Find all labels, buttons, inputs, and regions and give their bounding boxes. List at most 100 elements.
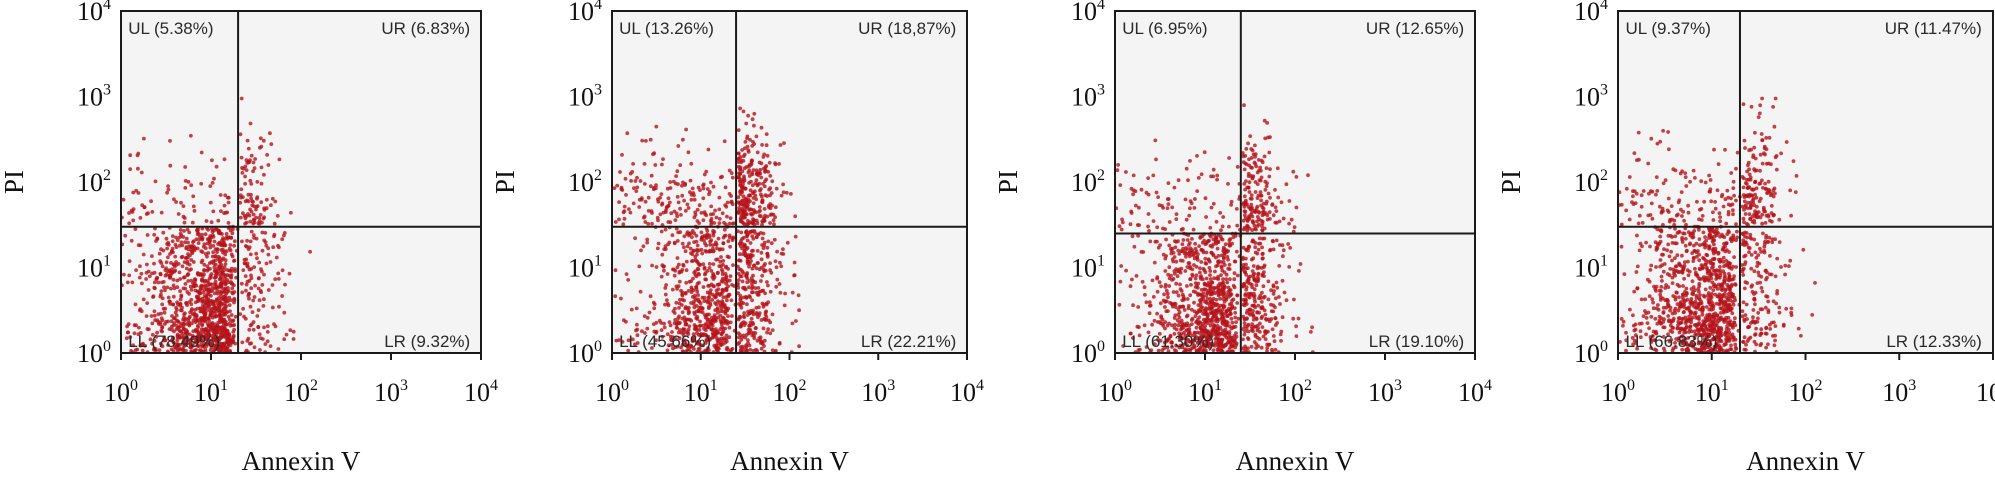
event-point [1676, 308, 1681, 313]
event-point [702, 172, 707, 177]
event-point [152, 232, 157, 237]
event-point [680, 316, 685, 321]
event-point [738, 192, 743, 197]
x-tick-label: 102 [1278, 377, 1312, 407]
event-point [618, 170, 622, 174]
event-point [1209, 205, 1214, 210]
event-point [1174, 281, 1179, 286]
event-point [1256, 303, 1261, 308]
event-point [645, 326, 650, 331]
event-point [210, 158, 214, 163]
event-point [770, 312, 775, 317]
event-point [179, 293, 184, 298]
event-point [260, 248, 265, 253]
event-point [255, 314, 260, 318]
event-point [1229, 316, 1234, 321]
event-point [1268, 195, 1272, 200]
event-point [666, 203, 671, 208]
event-point [1263, 136, 1268, 141]
event-point [756, 173, 761, 178]
event-point [675, 169, 680, 174]
event-point [1268, 167, 1272, 172]
event-point [184, 322, 189, 326]
event-point [1218, 283, 1223, 287]
event-point [1221, 291, 1226, 295]
event-point [208, 238, 213, 243]
event-point [1220, 315, 1225, 319]
event-point [208, 348, 213, 353]
event-point [1186, 178, 1190, 183]
event-point [1241, 160, 1246, 165]
event-point [1195, 255, 1199, 260]
event-point [1174, 290, 1179, 295]
event-point [665, 332, 670, 337]
event-point [627, 207, 631, 212]
event-point [759, 250, 764, 255]
event-point [144, 212, 149, 216]
event-point [676, 316, 681, 321]
event-point [207, 308, 212, 313]
event-point [711, 212, 716, 216]
event-point [262, 215, 267, 220]
event-point [127, 211, 131, 215]
event-point [1172, 326, 1177, 330]
event-point [1216, 291, 1221, 296]
event-point [201, 303, 205, 308]
event-point [208, 245, 213, 250]
event-point [252, 204, 256, 209]
event-point [1262, 118, 1267, 123]
event-point [695, 266, 700, 271]
event-point [1181, 238, 1186, 242]
event-point [256, 308, 261, 312]
event-point [1266, 191, 1271, 196]
event-point [242, 257, 247, 262]
event-point [1226, 249, 1230, 253]
event-point [1214, 219, 1219, 224]
event-point [280, 268, 285, 273]
event-point [1701, 230, 1706, 235]
event-point [1184, 254, 1188, 259]
event-point [160, 296, 165, 301]
event-point [1167, 220, 1172, 224]
event-point [1694, 272, 1698, 277]
event-point [1281, 248, 1286, 253]
event-point [170, 234, 175, 239]
event-point [1254, 317, 1259, 321]
event-point [238, 312, 243, 316]
event-point [168, 299, 172, 304]
event-point [1248, 196, 1253, 201]
event-point [1160, 317, 1165, 322]
event-point [1211, 167, 1216, 172]
event-point [184, 236, 189, 241]
event-point [1228, 277, 1232, 282]
event-point [750, 266, 755, 271]
event-point [1661, 252, 1665, 257]
event-point [209, 321, 214, 326]
event-point [762, 263, 766, 268]
event-point [628, 171, 633, 176]
event-point [1155, 320, 1160, 324]
event-point [171, 340, 176, 344]
event-point [159, 289, 164, 293]
event-point [213, 279, 218, 284]
event-point [1151, 173, 1156, 178]
event-point [230, 319, 235, 323]
event-point [1267, 210, 1272, 215]
event-point [1653, 240, 1658, 245]
event-point [1711, 288, 1716, 292]
event-point [131, 343, 136, 348]
event-point [736, 271, 741, 276]
event-point [186, 247, 191, 252]
event-point [200, 258, 205, 263]
event-point [212, 291, 217, 296]
event-point [711, 184, 716, 189]
event-point [1244, 198, 1248, 203]
event-point [1247, 180, 1252, 185]
event-point [748, 348, 753, 352]
event-point [758, 335, 763, 340]
event-point [214, 227, 219, 232]
event-point [759, 257, 764, 262]
event-point [1199, 172, 1204, 177]
event-point [722, 139, 727, 144]
event-point [1215, 263, 1220, 268]
